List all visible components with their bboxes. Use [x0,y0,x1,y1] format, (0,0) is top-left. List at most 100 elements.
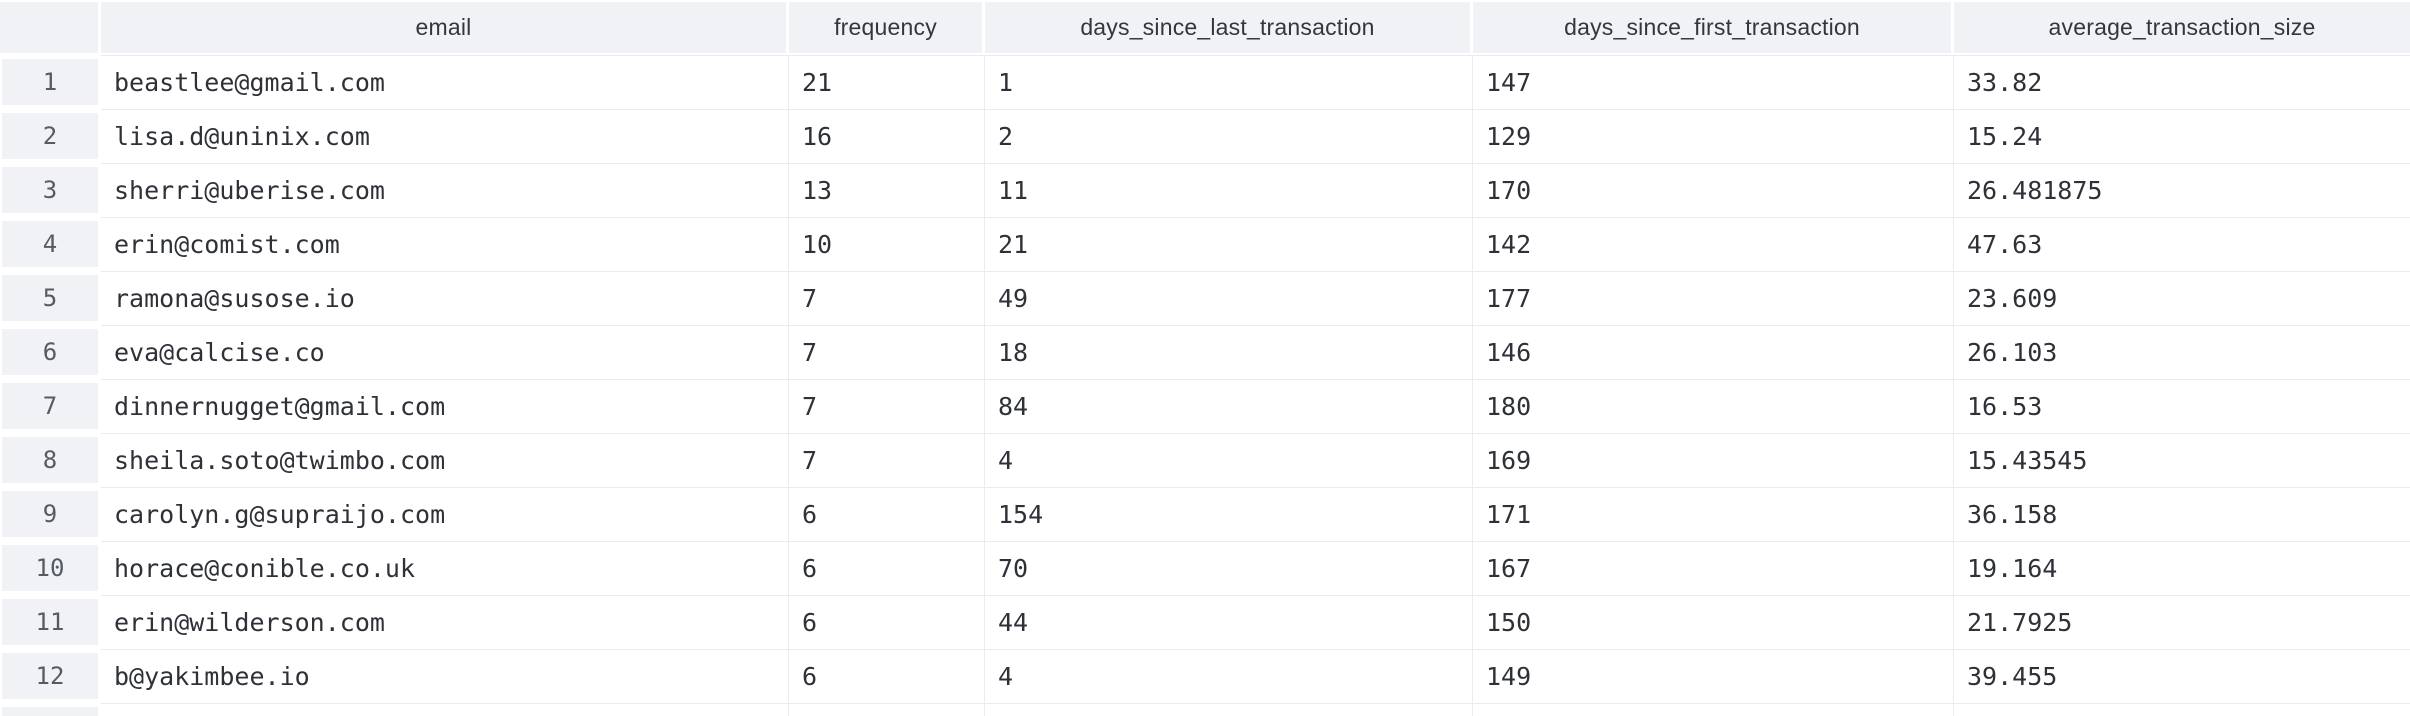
cell-days_since_first_transaction[interactable]: 170 [1473,163,1954,217]
cell-days_since_last_transaction[interactable]: 49 [985,271,1473,325]
cell-days_since_last_transaction[interactable]: 18 [985,325,1473,379]
table-row: 12 b@yakimbee.io 6 4 149 39.455 [0,649,2410,703]
row-index[interactable]: 1 [0,55,101,109]
cell-average_transaction_size[interactable]: 47.63 [1954,217,2410,271]
cell-days_since_first_transaction[interactable]: 177 [1473,271,1954,325]
row-index[interactable]: 12 [0,649,101,703]
table-row: 4 erin@comist.com 10 21 142 47.63 [0,217,2410,271]
cell-average_transaction_size[interactable] [1954,703,2410,716]
cell-days_since_first_transaction[interactable]: 129 [1473,109,1954,163]
table-row: 6 eva@calcise.co 7 18 146 26.103 [0,325,2410,379]
cell-email[interactable]: b@yakimbee.io [101,649,789,703]
cell-frequency[interactable] [789,703,985,716]
table-row: 8 sheila.soto@twimbo.com 7 4 169 15.43545 [0,433,2410,487]
cell-days_since_last_transaction[interactable]: 70 [985,541,1473,595]
row-index[interactable]: 3 [0,163,101,217]
cell-average_transaction_size[interactable]: 33.82 [1954,55,2410,109]
cell-frequency[interactable]: 21 [789,55,985,109]
cell-days_since_last_transaction[interactable] [985,703,1473,716]
cell-email[interactable]: sheila.soto@twimbo.com [101,433,789,487]
table-row: 10 horace@conible.co.uk 6 70 167 19.164 [0,541,2410,595]
cell-days_since_last_transaction[interactable]: 4 [985,649,1473,703]
cell-frequency[interactable]: 6 [789,541,985,595]
cell-average_transaction_size[interactable]: 16.53 [1954,379,2410,433]
table-row: 1 beastlee@gmail.com 21 1 147 33.82 [0,55,2410,109]
cell-days_since_last_transaction[interactable]: 84 [985,379,1473,433]
cell-frequency[interactable]: 7 [789,325,985,379]
cell-frequency[interactable]: 6 [789,595,985,649]
table-row: 2 lisa.d@uninix.com 16 2 129 15.24 [0,109,2410,163]
cell-days_since_first_transaction[interactable]: 147 [1473,55,1954,109]
cell-email[interactable]: ramona@susose.io [101,271,789,325]
cell-frequency[interactable]: 7 [789,433,985,487]
table-row: 11 erin@wilderson.com 6 44 150 21.7925 [0,595,2410,649]
cell-average_transaction_size[interactable]: 15.43545 [1954,433,2410,487]
table-row: 7 dinnernugget@gmail.com 7 84 180 16.53 [0,379,2410,433]
column-header-email[interactable]: email [101,0,789,55]
cell-frequency[interactable]: 16 [789,109,985,163]
cell-days_since_last_transaction[interactable]: 1 [985,55,1473,109]
row-index[interactable]: 6 [0,325,101,379]
column-header-days-since-first-transaction[interactable]: days_since_first_transaction [1473,0,1954,55]
cell-days_since_first_transaction[interactable]: 169 [1473,433,1954,487]
row-index[interactable]: 11 [0,595,101,649]
cell-days_since_last_transaction[interactable]: 21 [985,217,1473,271]
cell-days_since_last_transaction[interactable]: 154 [985,487,1473,541]
cell-average_transaction_size[interactable]: 15.24 [1954,109,2410,163]
cell-average_transaction_size[interactable]: 21.7925 [1954,595,2410,649]
cell-average_transaction_size[interactable]: 36.158 [1954,487,2410,541]
cell-days_since_first_transaction[interactable]: 150 [1473,595,1954,649]
cell-average_transaction_size[interactable]: 23.609 [1954,271,2410,325]
cell-days_since_first_transaction[interactable]: 146 [1473,325,1954,379]
index-column-header[interactable] [0,0,101,55]
cell-days_since_first_transaction[interactable]: 167 [1473,541,1954,595]
cell-average_transaction_size[interactable]: 26.481875 [1954,163,2410,217]
cell-email[interactable]: dinnernugget@gmail.com [101,379,789,433]
row-index[interactable]: 7 [0,379,101,433]
cell-email[interactable]: sherri@uberise.com [101,163,789,217]
row-index[interactable]: 4 [0,217,101,271]
column-header-days-since-last-transaction[interactable]: days_since_last_transaction [985,0,1473,55]
table-body: 1 beastlee@gmail.com 21 1 147 33.82 2 lisa.d@un… [0,55,2410,716]
row-index[interactable]: 8 [0,433,101,487]
cell-frequency[interactable]: 7 [789,379,985,433]
cell-email[interactable]: lisa.d@uninix.com [101,109,789,163]
column-header-frequency[interactable]: frequency [789,0,985,55]
cell-email[interactable]: carolyn.g@supraijo.com [101,487,789,541]
cell-days_since_first_transaction[interactable] [1473,703,1954,716]
cell-days_since_first_transaction[interactable]: 142 [1473,217,1954,271]
cell-frequency[interactable]: 6 [789,487,985,541]
cell-frequency[interactable]: 10 [789,217,985,271]
cell-email[interactable]: erin@wilderson.com [101,595,789,649]
row-index[interactable]: 2 [0,109,101,163]
cell-email[interactable]: beastlee@gmail.com [101,55,789,109]
cell-days_since_first_transaction[interactable]: 149 [1473,649,1954,703]
cell-email[interactable] [101,703,789,716]
cell-days_since_last_transaction[interactable]: 11 [985,163,1473,217]
cell-days_since_last_transaction[interactable]: 2 [985,109,1473,163]
table-row: 9 carolyn.g@supraijo.com 6 154 171 36.158 [0,487,2410,541]
cell-frequency[interactable]: 7 [789,271,985,325]
table-row: 3 sherri@uberise.com 13 11 170 26.481875 [0,163,2410,217]
cell-email[interactable]: eva@calcise.co [101,325,789,379]
cell-days_since_last_transaction[interactable]: 44 [985,595,1473,649]
table-row: 5 ramona@susose.io 7 49 177 23.609 [0,271,2410,325]
row-index[interactable] [0,703,101,716]
cell-frequency[interactable]: 13 [789,163,985,217]
partial-row [0,703,2410,716]
row-index[interactable]: 9 [0,487,101,541]
cell-frequency[interactable]: 6 [789,649,985,703]
row-index[interactable]: 10 [0,541,101,595]
row-index[interactable]: 5 [0,271,101,325]
cell-days_since_last_transaction[interactable]: 4 [985,433,1473,487]
cell-average_transaction_size[interactable]: 19.164 [1954,541,2410,595]
cell-days_since_first_transaction[interactable]: 171 [1473,487,1954,541]
cell-average_transaction_size[interactable]: 39.455 [1954,649,2410,703]
cell-days_since_first_transaction[interactable]: 180 [1473,379,1954,433]
cell-average_transaction_size[interactable]: 26.103 [1954,325,2410,379]
cell-email[interactable]: erin@comist.com [101,217,789,271]
header-row: email frequency days_since_last_transact… [0,0,2410,55]
column-header-average-transaction-size[interactable]: average_transaction_size [1954,0,2410,55]
cell-email[interactable]: horace@conible.co.uk [101,541,789,595]
